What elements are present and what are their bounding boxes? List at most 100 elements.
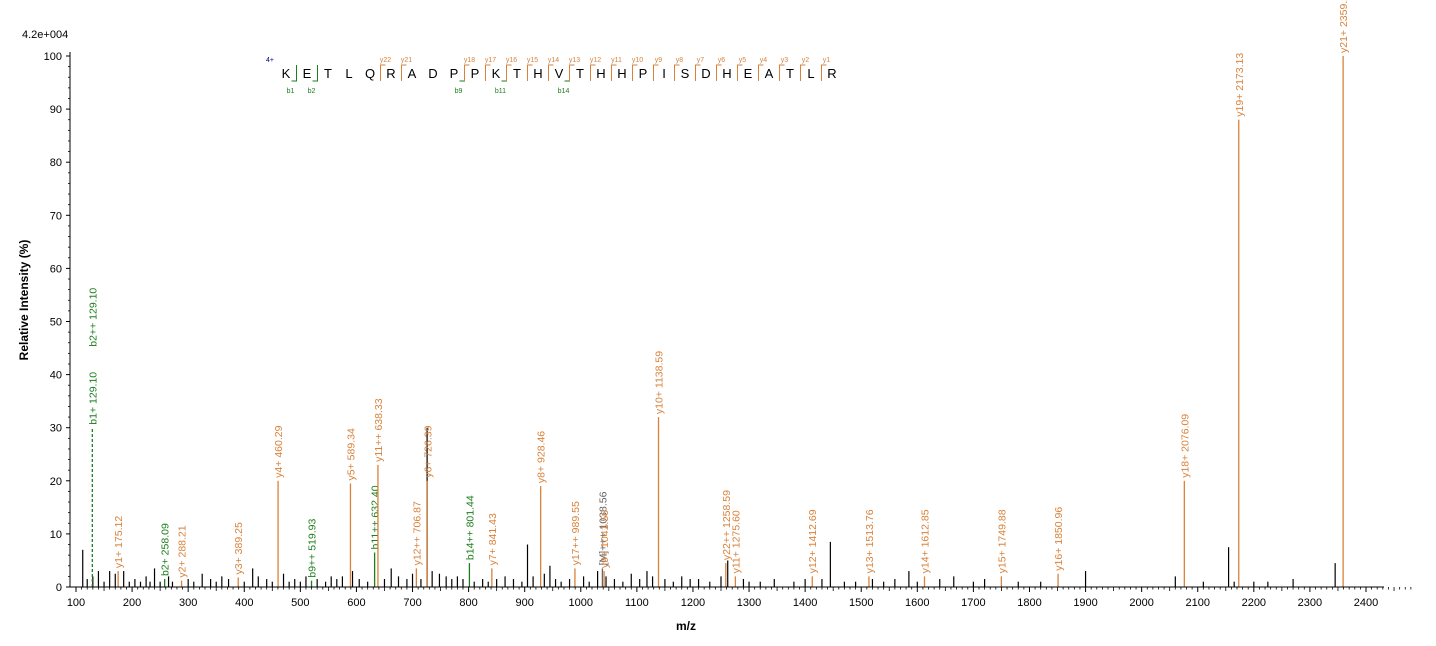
y-ion-label: y11 (611, 57, 622, 64)
y-ion-marker (506, 64, 512, 81)
y-ion-marker (800, 64, 806, 81)
peak-label: y17++ 989.55 (570, 501, 582, 565)
y-ion-marker (779, 64, 785, 81)
sequence-residue: Q (365, 66, 375, 81)
peak-label: y10+ 1138.59 (654, 351, 666, 414)
axes: 0 10 20 30 40 50 60 70 80 90 100 100 200 300 400 500 600… (44, 51, 1412, 609)
y-ion-marker (632, 64, 638, 81)
x-tick-label: 1500 (849, 597, 873, 609)
peak-label: [M]+++ 1038.56 (597, 491, 609, 565)
x-tick-label: 1600 (905, 597, 929, 609)
peak-label: y21+ 2359.20 (1338, 0, 1350, 53)
sequence-residue: P (450, 66, 459, 81)
x-tick-label: 2200 (1242, 597, 1266, 609)
peak-label: y4+ 460.29 (273, 425, 285, 477)
y-ion-marker (674, 64, 680, 81)
x-tick-label: 1900 (1073, 597, 1097, 609)
x-tick-label: 600 (347, 597, 365, 609)
peak-label: b1+ 129.10 (87, 372, 99, 425)
charge-state: 4+ (266, 57, 274, 64)
peak-label: y16+ 1850.96 (1053, 507, 1065, 571)
y-ion-marker (716, 64, 722, 81)
y-ion-label: y1 (823, 57, 831, 64)
sequence-residue: V (555, 66, 564, 81)
sequence-residue: H (533, 66, 542, 81)
y-tick-label: 100 (44, 51, 62, 63)
y-tick-label: 30 (50, 423, 62, 435)
y-ion-label: y12 (590, 57, 601, 64)
x-tick-label: 1700 (961, 597, 985, 609)
y-ion-marker (548, 64, 554, 81)
sequence-residue: H (617, 66, 626, 81)
y-ion-marker (380, 64, 386, 81)
sequence-residue: S (681, 66, 690, 81)
x-tick-label: 1000 (569, 597, 593, 609)
x-tick-label: 2100 (1185, 597, 1209, 609)
peak-label: b11++ 632.40 (370, 485, 382, 549)
y-ion-marker (758, 64, 764, 81)
peak-label: y6+ 726.39 (422, 425, 434, 477)
x-tick-label: 500 (291, 597, 309, 609)
sequence-residue: E (303, 66, 312, 81)
sequence-residue: P (639, 66, 648, 81)
y-ion-label: y3 (781, 57, 789, 64)
x-tick-label: 800 (459, 597, 477, 609)
peak-label: y13+ 1513.76 (864, 509, 876, 573)
peak-label: y11+ 1275.60 (730, 510, 742, 573)
x-tick-label: 200 (123, 597, 141, 609)
peak-label: b9++ 519.93 (307, 518, 319, 577)
b-ion-label: b14 (558, 88, 570, 95)
sequence-residue: T (324, 66, 332, 81)
y-ion-label: y17 (485, 57, 496, 64)
y-ion-label: y10 (632, 57, 643, 64)
peak-label: y22++ 1258.59 (721, 490, 733, 560)
x-tick-label: 2400 (1354, 597, 1378, 609)
y-ion-label: y9 (655, 57, 663, 64)
peak-label: b2+ 258.09 (160, 523, 172, 576)
b-ion-marker (291, 65, 297, 82)
peak-label: y14+ 1612.85 (920, 509, 932, 573)
y-tick-label: 20 (50, 476, 62, 488)
peak-label: y12+ 1412.69 (807, 509, 819, 573)
y-ion-label: y16 (506, 57, 517, 64)
x-tick-label: 1400 (793, 597, 817, 609)
peak-label: y18+ 2076.09 (1179, 414, 1191, 478)
y-ion-label: y7 (697, 57, 705, 64)
b-ion-label: b2 (308, 88, 316, 95)
y-ion-marker (569, 64, 575, 81)
peak-label: y12++ 706.87 (411, 501, 423, 565)
sequence-residue: P (471, 66, 480, 81)
sequence-residue: A (408, 66, 417, 81)
b-ion-marker (501, 65, 507, 82)
x-tick-label: 1800 (1017, 597, 1041, 609)
y-tick-label: 60 (50, 263, 62, 275)
x-tick-label: 700 (403, 597, 421, 609)
b-ion-label: b1 (287, 88, 295, 95)
sequence-residue: D (428, 66, 437, 81)
y-ion-label: y6 (718, 57, 726, 64)
peptide-sequence: 4+K E T L Q R A D P P K T H V T H H P I S D H E A T L Rb1 b2 b9 b11 b1… (266, 57, 837, 95)
x-tick-label: 100 (67, 597, 85, 609)
b-ion-label: b9 (455, 88, 463, 95)
y-ion-label: y14 (548, 57, 559, 64)
y-ion-marker (527, 64, 533, 81)
x-tick-label: 1300 (737, 597, 761, 609)
y-ion-label: y8 (676, 57, 684, 64)
y-ion-marker (401, 64, 407, 81)
y-tick-label: 90 (50, 104, 62, 116)
b-ion-marker (312, 65, 318, 82)
y-axis-title: Relative Intensity (%) (17, 240, 31, 361)
sequence-residue: T (576, 66, 584, 81)
peak-label: y2+ 288.21 (177, 525, 189, 577)
y-ion-label: y15 (527, 57, 538, 64)
annotated-peaks: b1+ 129.10 b2++ 129.10 y1+ 175.12 b2+ 258.0… (87, 0, 1350, 587)
sequence-residue: K (492, 66, 501, 81)
y-tick-label: 10 (50, 529, 62, 541)
y-tick-label: 50 (50, 317, 62, 329)
sequence-residue: L (807, 66, 814, 81)
x-tick-label: 2000 (1129, 597, 1153, 609)
y-ion-label: y4 (760, 57, 768, 64)
x-tick-label: 2300 (1298, 597, 1322, 609)
peak-label: y1+ 175.12 (113, 516, 125, 568)
